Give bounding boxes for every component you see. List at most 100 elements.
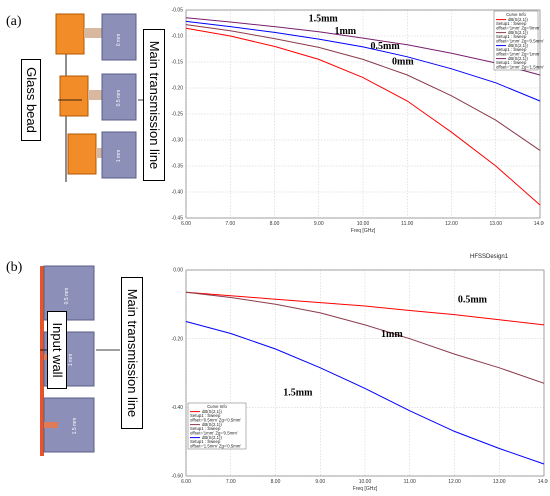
y-tick-label: -0.30: [172, 138, 184, 144]
panel-label: (a): [6, 14, 22, 29]
x-tick-label: 6.00: [181, 479, 191, 485]
x-tick-label: 14.00: [534, 221, 544, 227]
legend-entry-setup: Setup1 : Sweep: [190, 439, 221, 444]
y-tick-label: 0.00: [173, 268, 183, 274]
glass-bead-block: [59, 75, 89, 117]
x-tick-label: 10.00: [359, 479, 372, 485]
legend-entry-setup: Setup1 : Sweep: [496, 47, 527, 52]
legend-entry-measure: dB(S(2,1)): [508, 17, 528, 22]
y-tick-label: -0.40: [172, 190, 184, 196]
legend-entry-measure: dB(S(2,1)): [508, 30, 528, 35]
y-tick-label: -0.60: [172, 474, 184, 480]
x-tick-label: 8.00: [271, 479, 281, 485]
x-tick-label: 9.00: [314, 221, 324, 227]
legend-entry-measure: dB(S(2,1)): [202, 409, 222, 414]
y-tick-label: -0.20: [172, 336, 184, 342]
x-tick-label: 13.00: [489, 221, 502, 227]
line-housing-block: [43, 265, 95, 321]
block-text: 0.5 mm: [116, 90, 122, 107]
curve-annotation: 0.5mm: [458, 295, 488, 306]
input-wall: [40, 266, 44, 456]
legend-entry-params: offset='1mm' Zg='1mm': [496, 51, 540, 56]
y-tick-label: -0.25: [172, 112, 184, 118]
block-text: 0 mm: [116, 34, 122, 47]
legend-entry-setup: Setup1 : Sweep: [190, 426, 221, 431]
block-text: 1.5 mm: [72, 418, 78, 435]
line-housing-block: [101, 13, 137, 61]
legend-entry-measure: dB(S(2,1)): [202, 422, 222, 427]
chart-b: 6.00 7.00 8.00 9.00 10.00 11.00 12.00 13.00 14.0…: [172, 268, 548, 492]
curve-annotation: 1.5mm: [283, 387, 313, 398]
legend-box: [187, 402, 247, 450]
curve-annotation: 1mm: [381, 329, 403, 340]
main-transmission-line-label: Main transmission line: [121, 277, 143, 429]
legend-entry-measure: dB(S(2,1)): [508, 56, 528, 61]
legend-entry-params: offset='1.5mm' Zg='0.5mm': [190, 443, 241, 448]
legend-title: Curve Info: [506, 12, 526, 17]
legend-entry-setup: Setup1 : Sweep: [190, 413, 221, 418]
legend-entry-setup: Setup1 : Sweep: [496, 34, 527, 39]
series-line: [185, 27, 541, 206]
series-line: [185, 20, 541, 102]
y-tick-label: -0.35: [172, 164, 184, 170]
curve-annotation: 1.5mm: [309, 13, 339, 24]
schematic-glass-bead: 0 mm 0.5 mm 1 mm: [55, 13, 158, 182]
series-line: [185, 321, 545, 465]
block-text: 0.5 mm: [64, 288, 70, 305]
bead-connector: [88, 90, 102, 100]
series-line: [185, 17, 541, 76]
legend-title: Curve Info: [207, 404, 227, 409]
legend-entry-measure: dB(S(2,1)): [202, 435, 222, 440]
x-axis-label: Freq [GHz]: [351, 228, 376, 234]
legend-entry-params: offset='1mm' Zg='1.5mm': [496, 64, 544, 69]
legend-entry-params: offset='1mm' Zg='0.5mm': [496, 38, 544, 43]
x-axis-label: Freq [GHz]: [353, 486, 378, 492]
x-tick-label: 7.00: [226, 479, 236, 485]
x-tick-label: 12.00: [448, 479, 461, 485]
y-tick-label: -0.15: [172, 60, 184, 66]
legend-entry-measure: dB(S(2,1)): [508, 43, 528, 48]
x-tick-label: 8.00: [270, 221, 280, 227]
x-tick-label: 10.00: [357, 221, 370, 227]
x-tick-label: 11.00: [404, 479, 416, 485]
x-tick-label: 13.00: [493, 479, 506, 485]
y-tick-label: -0.40: [172, 405, 184, 411]
panel-b: (b) 0.5 mm 1 mm 1.5 mm Main transmission…: [0, 252, 550, 496]
main-transmission-line-label: Main transmission line: [143, 29, 165, 181]
legend-entry-params: offset='1mm' Zg='0mm': [496, 25, 540, 30]
line-housing-block: [101, 73, 137, 121]
glass-bead-label: Glass bead: [21, 59, 41, 141]
glass-bead-block: [67, 133, 97, 175]
x-tick-label: 12.00: [445, 221, 458, 227]
legend-entry-setup: Setup1 : Sweep: [496, 60, 527, 65]
series-line: [185, 291, 545, 326]
panel-a: (a) 0 mm 0.5 mm 1 mm Main transmission l…: [0, 0, 550, 236]
curve-annotation: 1mm: [334, 26, 356, 37]
wall-connector: [44, 422, 58, 428]
x-tick-label: 9.00: [315, 479, 325, 485]
y-tick-label: -0.10: [172, 34, 184, 40]
block-text: 1 mm: [116, 150, 122, 163]
y-tick-label: -0.45: [172, 216, 184, 222]
x-tick-label: 7.00: [225, 221, 235, 227]
legend-box: [493, 10, 539, 71]
y-tick-label: -0.20: [172, 86, 184, 92]
x-tick-label: 6.00: [181, 221, 191, 227]
y-tick-label: -0.05: [172, 8, 184, 14]
bead-connector: [84, 28, 102, 38]
block-text: 1 mm: [68, 354, 74, 367]
x-tick-label: 11.00: [401, 221, 413, 227]
schematic-input-wall: 0.5 mm 1 mm 1.5 mm: [40, 265, 120, 456]
x-tick-label: 14.00: [538, 479, 548, 485]
line-housing-block: [101, 131, 137, 179]
glass-bead-block: [55, 13, 85, 55]
input-wall-label: Input wall: [47, 311, 67, 389]
legend-entry-params: offset='0.5mm' Zg='0.5mm': [190, 417, 241, 422]
legend-entry-setup: Setup1 : Sweep: [496, 21, 527, 26]
bead-connector: [96, 148, 104, 158]
legend-entry-params: offset='1mm' Zg='0.5mm': [190, 430, 238, 435]
chart-a: 6.00 7.00 8.00 9.00 10.00 11.00 12.00 13.00 14.0…: [172, 8, 544, 234]
curve-annotation: 0mm: [392, 57, 414, 68]
series-line: [185, 24, 541, 151]
panel-label: (b): [6, 260, 23, 275]
